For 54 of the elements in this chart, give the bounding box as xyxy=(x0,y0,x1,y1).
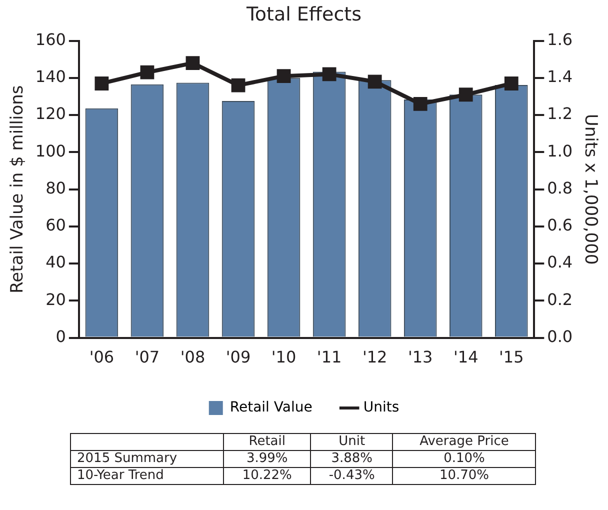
point xyxy=(413,96,428,111)
x-tick-label: '14 xyxy=(453,348,478,367)
y2-axis-title: Units x 1,000,000 xyxy=(580,114,600,265)
x-tick-label: '09 xyxy=(226,348,251,367)
y2-tick-label: 1.4 xyxy=(547,67,573,86)
text: Retail xyxy=(224,434,311,450)
chart-title: Total Effects xyxy=(246,3,362,26)
point xyxy=(231,78,246,92)
point xyxy=(504,76,518,90)
legend-label: Retail Value xyxy=(230,400,312,416)
x-tick-label: '07 xyxy=(134,348,160,367)
x-tick-label: '11 xyxy=(316,348,342,367)
y2-tick-label: 1.0 xyxy=(547,141,573,160)
point xyxy=(368,74,382,89)
text: 10-Year Trend xyxy=(70,468,224,484)
point xyxy=(276,69,291,84)
y2-tick-label: 1.6 xyxy=(547,30,573,49)
y-tick-label: 0 xyxy=(56,326,66,346)
y2-tick-label: 0.2 xyxy=(547,290,573,309)
text: 0.10% xyxy=(392,450,536,468)
y2-tick-label: 0.6 xyxy=(547,216,573,235)
point xyxy=(140,65,154,80)
text: 10.22% xyxy=(224,468,311,484)
y-tick-label: 20 xyxy=(46,290,66,309)
point xyxy=(186,56,200,70)
point xyxy=(94,76,109,90)
y2-tick-label: 0.0 xyxy=(547,326,573,346)
y-tick-label: 60 xyxy=(46,216,66,235)
text: 2015 Summary xyxy=(70,450,224,468)
point xyxy=(458,88,473,102)
x-tick-label: '08 xyxy=(180,348,206,367)
y-tick-label: 100 xyxy=(35,141,66,160)
x-tick-label: '12 xyxy=(362,348,388,367)
text: 3.99% xyxy=(224,450,311,468)
point xyxy=(322,67,336,82)
y2-tick-label: 0.8 xyxy=(547,178,573,198)
y-tick-label: 140 xyxy=(35,67,66,86)
legend-label: Units xyxy=(363,400,400,416)
x-tick-label: '13 xyxy=(408,348,433,367)
text: 3.88% xyxy=(310,450,393,468)
text: Average Price xyxy=(392,434,536,450)
text: Unit xyxy=(310,434,393,450)
y-tick-label: 160 xyxy=(35,30,66,49)
text: -0.43% xyxy=(310,468,393,484)
y-tick-label: 40 xyxy=(46,252,66,272)
x-tick-label: '15 xyxy=(499,348,524,367)
y2-tick-label: 1.2 xyxy=(547,104,573,124)
y-tick-label: 120 xyxy=(35,104,66,124)
x-tick-label: '10 xyxy=(271,348,296,367)
text: 10.70% xyxy=(392,468,536,484)
y-axis-title: Retail Value in $ millions xyxy=(8,85,28,294)
y-tick-label: 80 xyxy=(46,178,66,198)
x-tick-label: '06 xyxy=(89,348,114,367)
y2-tick-label: 0.4 xyxy=(547,252,573,272)
